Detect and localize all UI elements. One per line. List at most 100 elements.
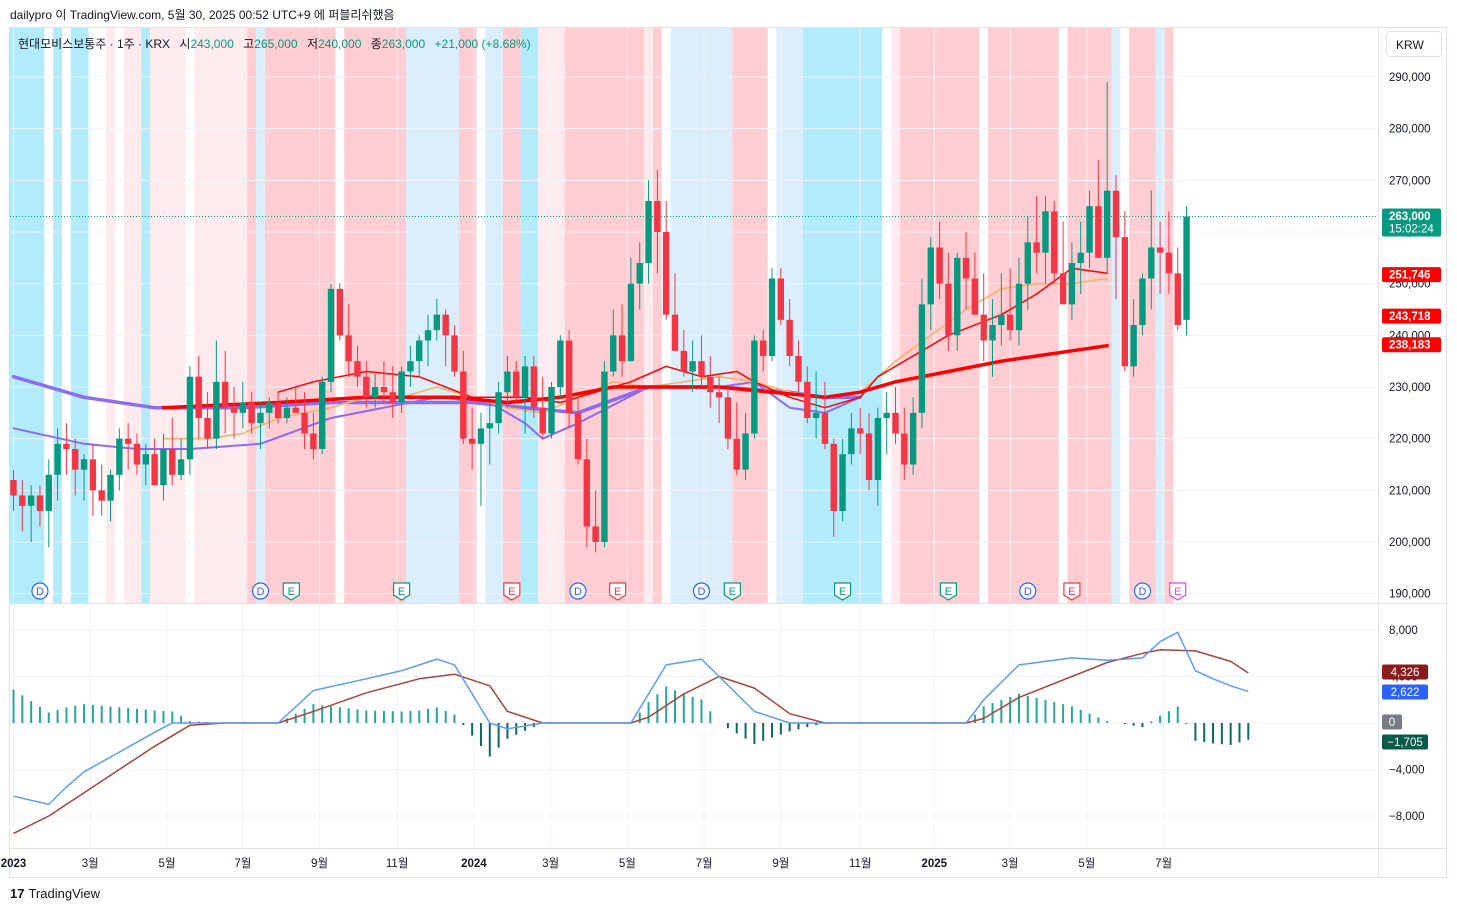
macd-histogram-bar	[1079, 709, 1082, 723]
candle-body	[565, 340, 573, 413]
candle-body	[63, 443, 70, 449]
candle	[221, 350, 229, 434]
marker-shape	[392, 582, 411, 601]
candle-body	[760, 340, 767, 356]
candle-body	[283, 407, 291, 418]
marker-shape	[251, 582, 270, 600]
marker-shape	[569, 582, 587, 600]
candle	[451, 325, 458, 377]
macd-badge-label: 4,326	[1391, 667, 1420, 679]
candle	[177, 438, 185, 480]
candle	[257, 402, 264, 449]
candle-body	[689, 361, 696, 372]
macd-histogram-bar	[815, 723, 818, 726]
candle	[918, 278, 926, 429]
macd-badge-bg	[1382, 714, 1402, 730]
candle-body	[1006, 314, 1014, 331]
macd-pane	[12, 631, 1250, 835]
candle	[36, 485, 44, 527]
band-blue	[485, 28, 504, 603]
candle-body	[530, 366, 538, 408]
earnings-marker: E	[609, 582, 627, 601]
band-cyan	[141, 28, 151, 603]
candle-body	[883, 412, 890, 418]
macd-histogram-bar	[409, 710, 412, 723]
macd-tick-label: −4,000	[1389, 765, 1425, 777]
macd-histogram-bar	[435, 707, 438, 723]
candle	[89, 443, 97, 517]
candle	[724, 387, 732, 449]
macd-histogram-bar	[1185, 723, 1188, 724]
macd-histogram-bar	[973, 714, 976, 723]
macd-histogram-bar	[497, 723, 500, 748]
candle	[301, 392, 308, 449]
candle	[1077, 221, 1084, 294]
macd-badge-label: 0	[1389, 717, 1395, 729]
candle-body	[583, 459, 590, 527]
candle-body	[486, 423, 493, 429]
tradingview-logo-icon: 17	[10, 886, 25, 901]
macd-histogram-bar	[135, 708, 138, 723]
band-blue	[405, 28, 459, 603]
macd-histogram-bar	[1062, 704, 1065, 723]
macd-histogram-bar	[471, 723, 474, 736]
candle-body	[909, 412, 917, 465]
currency-button[interactable]: KRW	[1386, 31, 1442, 57]
candle	[548, 381, 555, 439]
macd-histogram-bar	[330, 706, 333, 723]
candle	[1042, 195, 1049, 284]
candle-body	[865, 433, 873, 480]
candle	[54, 428, 61, 501]
macd-histogram-bar	[391, 711, 394, 723]
candle	[645, 180, 652, 284]
dividend-marker: D	[692, 582, 711, 600]
candle	[80, 454, 88, 501]
macd-histogram-bar	[1167, 711, 1170, 723]
time-tick-label: 3월	[542, 857, 559, 870]
candle	[909, 397, 917, 475]
candle-body	[786, 319, 793, 356]
candle	[830, 438, 837, 537]
marker-letter: D	[574, 586, 582, 598]
candle-body	[204, 418, 211, 439]
candle-body	[874, 418, 882, 480]
candle-body	[186, 376, 194, 460]
candle-body	[151, 454, 158, 486]
band-pink	[106, 28, 115, 603]
candle-body	[266, 402, 273, 413]
candle	[1051, 201, 1058, 284]
candle-body	[513, 371, 520, 398]
candle	[442, 309, 449, 367]
candle	[116, 428, 123, 491]
price-badge-bg	[1382, 208, 1441, 237]
candle-body	[1033, 242, 1040, 253]
candle	[345, 304, 352, 377]
price-badge-label: 263,000	[1389, 211, 1431, 223]
candle	[371, 371, 379, 408]
candle	[848, 412, 855, 465]
macd-histogram-bar	[356, 709, 359, 723]
candle-body	[857, 428, 864, 434]
band-red	[247, 28, 257, 603]
price-tick-label: 200,000	[1389, 537, 1431, 549]
dividend-marker: D	[1133, 582, 1152, 600]
candle	[513, 361, 520, 403]
candle	[274, 392, 282, 424]
candle-body	[1130, 325, 1137, 367]
price-tick-label: 270,000	[1389, 175, 1431, 187]
candle-body	[1068, 263, 1076, 305]
close-value: 263,000	[381, 37, 426, 51]
candle-body	[433, 314, 441, 331]
low-label: 저	[306, 37, 318, 51]
band-red	[652, 28, 662, 603]
macd-histogram-bar	[1106, 720, 1109, 723]
price-badge: 238,183	[1382, 337, 1441, 353]
candle	[777, 268, 785, 325]
high-label: 고	[243, 37, 255, 51]
macd-histogram-bar	[1203, 723, 1206, 743]
candle	[521, 356, 529, 434]
macd-histogram-bar	[197, 721, 200, 723]
candle	[186, 366, 194, 475]
macd-histogram-bar	[100, 705, 103, 723]
